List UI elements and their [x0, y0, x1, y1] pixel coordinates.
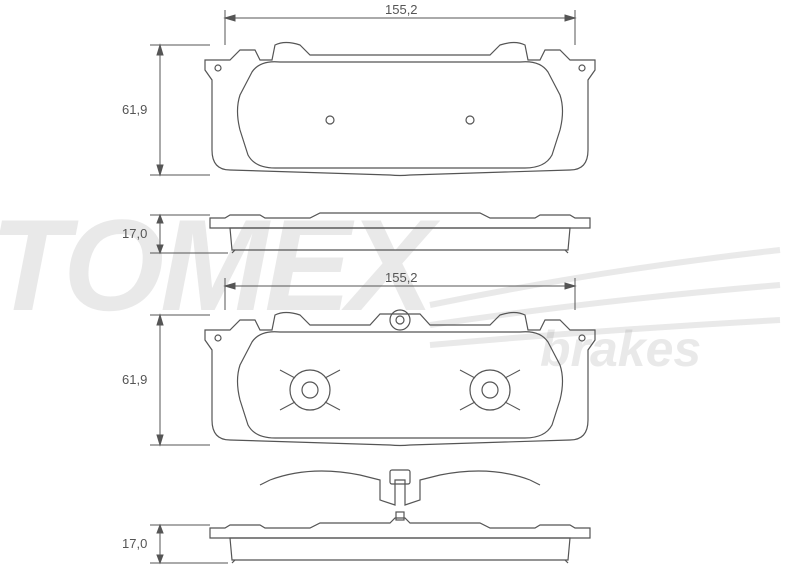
bottom-thick-label: 17,0: [122, 536, 147, 551]
technical-drawing: TOMEX brakes 155,2 61,9: [0, 0, 786, 582]
bottom-thick-dim: [0, 0, 786, 582]
